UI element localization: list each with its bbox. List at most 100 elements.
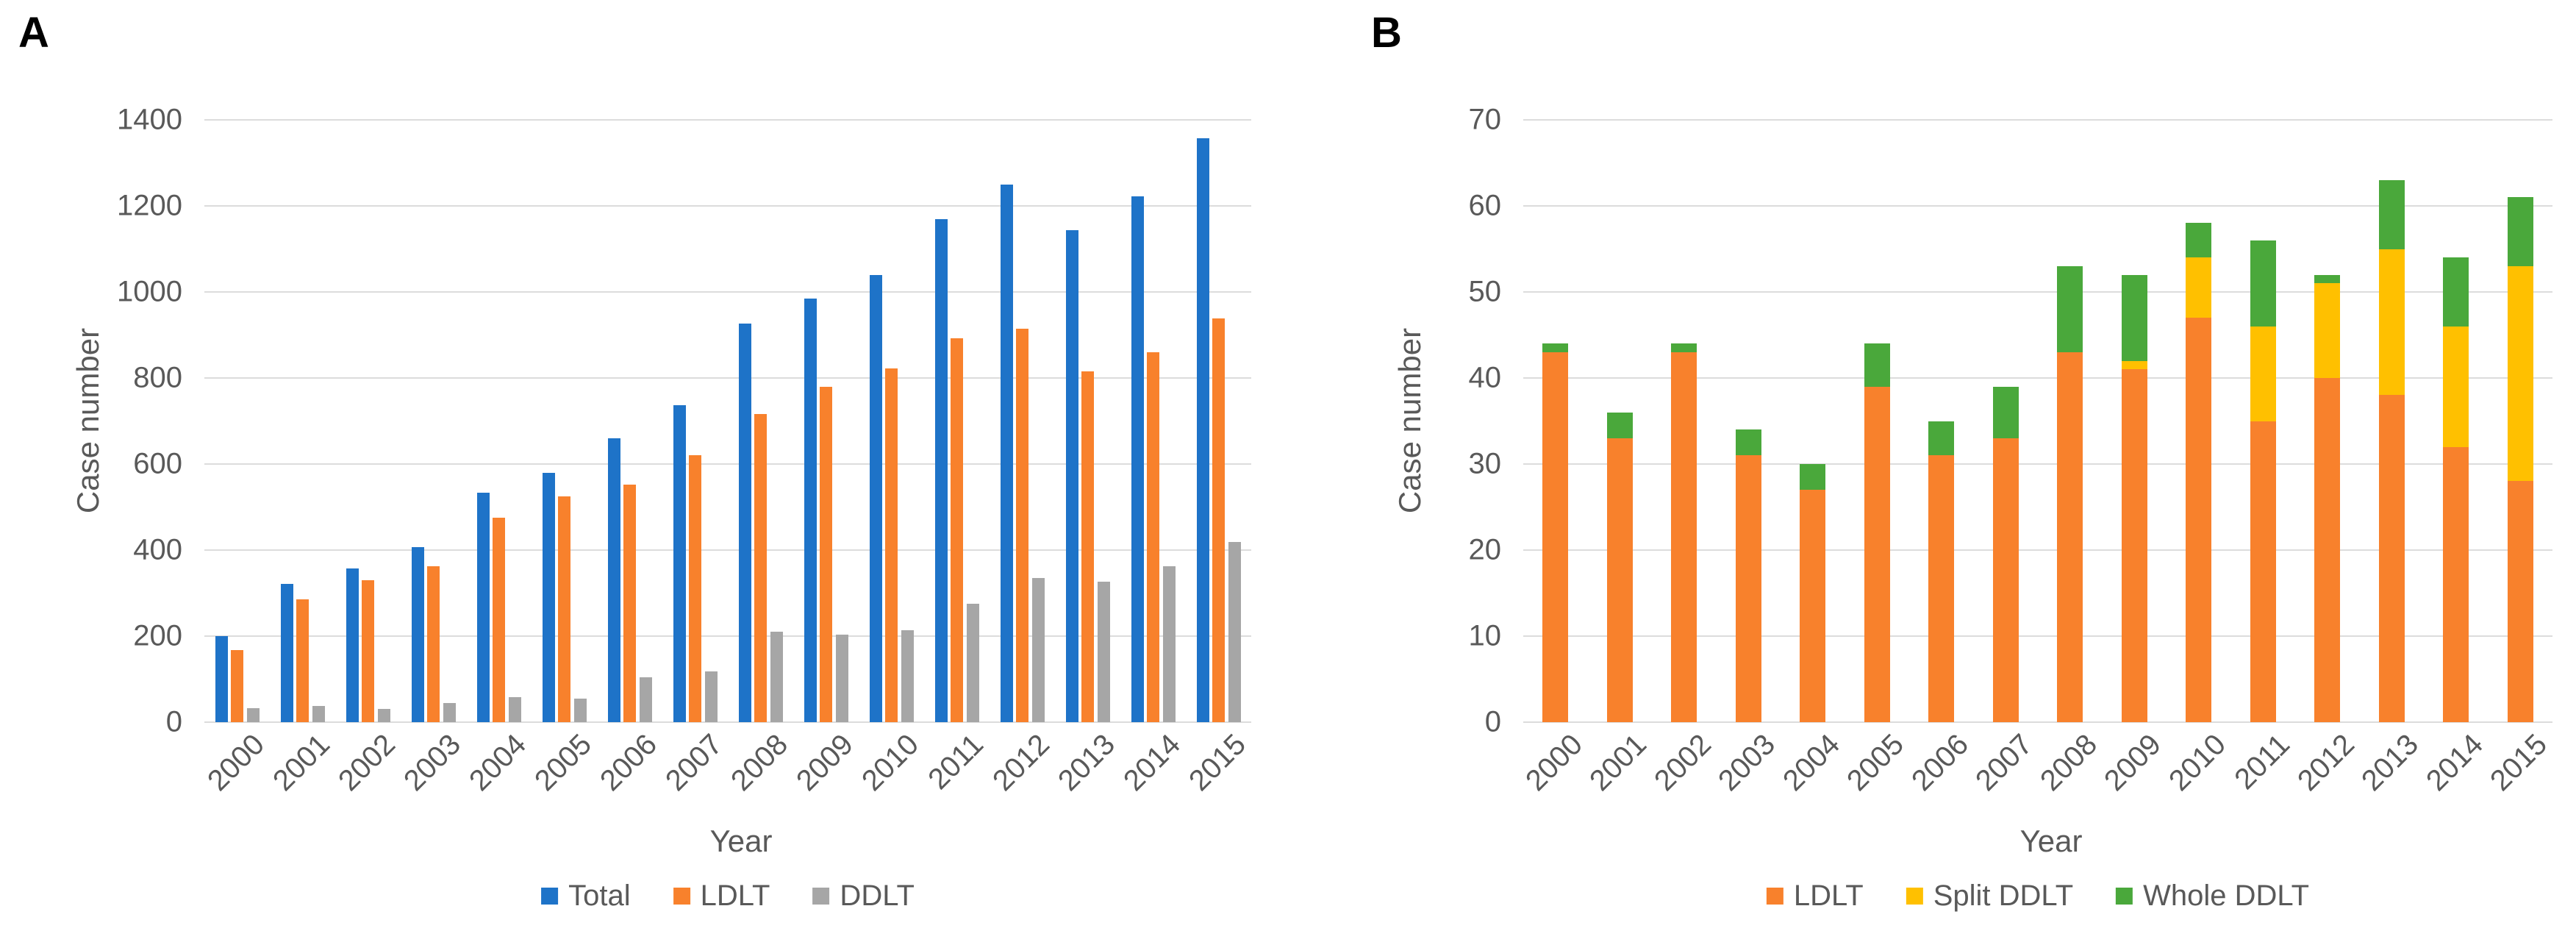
bar-segment-whole-ddlt-2008 (2057, 265, 2083, 352)
legend-label-whole-ddlt: Whole DDLT (2143, 880, 2310, 912)
bar-ddlt-2000 (246, 708, 260, 722)
bar-ddlt-2010 (901, 629, 914, 722)
gridline (204, 205, 1251, 207)
bar-total-2009 (804, 298, 817, 722)
bar-segment-ldlt-2002 (1671, 352, 1697, 722)
bar-ldlt-2010 (885, 368, 898, 722)
bar-segment-split-ddlt-2010 (2186, 257, 2212, 318)
bar-ddlt-2015 (1228, 541, 1241, 722)
bar-segment-split-ddlt-2013 (2378, 249, 2405, 396)
legend-item-ddlt: DDLT (812, 880, 915, 913)
bar-segment-whole-ddlt-2002 (1671, 343, 1697, 352)
y-tick-label: 70 (1468, 103, 1502, 136)
legend-item-ldlt: LDLT (1766, 880, 1864, 913)
x-tick-text: 2001 (1584, 728, 1653, 798)
bar-segment-whole-ddlt-2010 (2186, 223, 2212, 258)
bar-ddlt-2001 (312, 705, 325, 722)
x-tick-text: 2006 (1905, 728, 1975, 798)
plot-area-grouped-bar-chart: 0 200 400 600 800 1000 1200 1400 2000 2001 2002 200… (117, 104, 1252, 798)
y-tick-label: 0 (1484, 705, 1501, 738)
bar-ddlt-2008 (770, 632, 783, 722)
bar-ldlt-2008 (754, 414, 767, 722)
bar-total-2013 (1065, 230, 1078, 722)
bar-segment-whole-ddlt-2005 (1864, 343, 1890, 387)
bar-segment-whole-ddlt-2007 (1992, 386, 2019, 438)
bar-total-2002 (346, 568, 359, 722)
gridline (1523, 635, 2552, 637)
gridline (204, 635, 1251, 637)
bar-ldlt-2004 (493, 517, 505, 722)
y-tick-label: 1200 (117, 189, 182, 222)
gridline (204, 119, 1251, 121)
legend-swatch-split-ddlt (1906, 888, 1923, 905)
bar-ddlt-2004 (508, 697, 521, 722)
bar-segment-ldlt-2008 (2057, 352, 2083, 722)
bar-ddlt-2009 (835, 635, 848, 722)
bar-ddlt-2002 (377, 709, 390, 722)
x-axis-title: Year (2019, 824, 2083, 858)
bar-segment-whole-ddlt-2013 (2378, 179, 2405, 249)
gridline (204, 291, 1251, 293)
bar-ddlt-2012 (1031, 578, 1045, 722)
panel-b-label: B (1371, 9, 1402, 57)
bar-total-2010 (869, 274, 882, 722)
bar-ldlt-2011 (951, 338, 963, 722)
bar-total-2015 (1196, 138, 1209, 722)
bar-ddlt-2005 (573, 698, 587, 722)
bar-ldlt-2003 (427, 566, 440, 722)
bar-segment-whole-ddlt-2001 (1606, 412, 1633, 438)
x-tick-text: 2002 (1647, 728, 1717, 798)
bar-segment-ldlt-2005 (1864, 386, 1890, 722)
bar-segment-ldlt-2006 (1928, 455, 1955, 722)
bar-ddlt-2007 (704, 671, 718, 722)
bar-segment-split-ddlt-2011 (2250, 326, 2276, 421)
y-axis-title: Case number (1392, 327, 1427, 514)
bar-segment-ldlt-2004 (1800, 490, 1826, 722)
bar-segment-whole-ddlt-2003 (1735, 429, 1761, 456)
bar-ddlt-2014 (1162, 566, 1176, 722)
bar-segment-ldlt-2015 (2507, 481, 2533, 722)
gridline (204, 377, 1251, 379)
bar-total-2001 (280, 583, 293, 722)
bar-ldlt-2005 (558, 496, 570, 722)
y-tick-label: 1000 (117, 275, 182, 308)
y-tick-label: 400 (133, 533, 182, 566)
bar-segment-whole-ddlt-2006 (1928, 421, 1955, 456)
bar-ddlt-2013 (1097, 582, 1110, 722)
x-tick-text: 2011 (2228, 728, 2297, 796)
bar-segment-whole-ddlt-2014 (2443, 257, 2469, 327)
legend-item-split-ddlt: Split DDLT (1906, 880, 2073, 913)
plot-area-stacked-bar-chart: 0 10 20 30 40 50 60 70 2000 2001 2002 2003 2004 2005 2… (1469, 104, 2554, 798)
x-tick-text: 2008 (2033, 728, 2103, 798)
legend-item-whole-ddlt: Whole DDLT (2116, 880, 2309, 913)
bar-segment-ldlt-2001 (1606, 438, 1633, 722)
bar-segment-split-ddlt-2014 (2443, 326, 2469, 447)
x-tick-text: 2013 (2355, 728, 2425, 798)
legend-swatch-total (541, 888, 559, 905)
legend-label-ldlt: LDLT (700, 880, 770, 912)
bar-ldlt-2006 (623, 484, 636, 722)
x-tick-text: 2005 (1841, 728, 1911, 798)
bar-ldlt-2014 (1147, 352, 1159, 722)
x-tick-text: 2000 (1519, 728, 1589, 798)
legend-swatch-ldlt (673, 888, 690, 905)
bar-segment-whole-ddlt-2012 (2314, 274, 2341, 284)
bar-ldlt-2007 (689, 455, 701, 722)
gridline (1523, 549, 2552, 551)
bar-ldlt-2001 (296, 599, 309, 722)
bar-ldlt-2009 (820, 386, 832, 722)
bar-total-2007 (673, 404, 686, 722)
bar-segment-ldlt-2000 (1542, 352, 1569, 722)
bar-segment-ldlt-2013 (2378, 395, 2405, 722)
legend-item-total: Total (541, 880, 631, 913)
bar-segment-split-ddlt-2012 (2314, 283, 2341, 378)
bar-segment-ldlt-2014 (2443, 446, 2469, 722)
bar-ddlt-2006 (639, 677, 652, 722)
legend-item-ldlt: LDLT (673, 880, 770, 913)
y-tick-label: 50 (1468, 275, 1502, 308)
gridline (1523, 377, 2552, 379)
gridline (1523, 291, 2552, 293)
y-tick-label: 10 (1468, 619, 1502, 652)
bar-total-2005 (542, 473, 555, 722)
